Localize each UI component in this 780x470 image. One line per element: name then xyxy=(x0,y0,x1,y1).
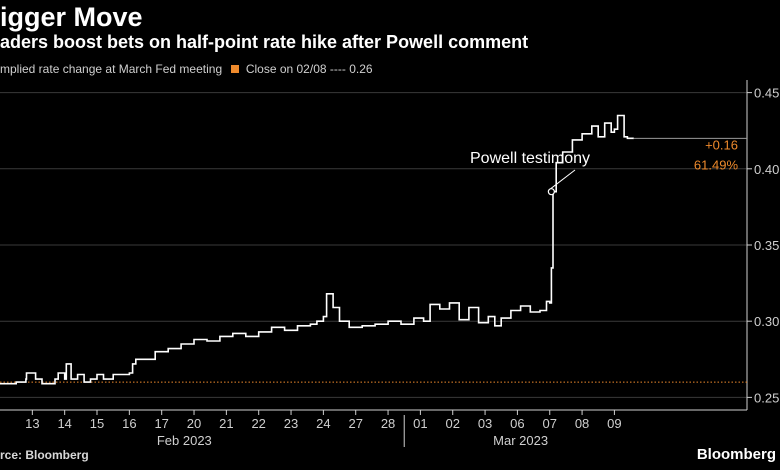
x-tick-label: 27 xyxy=(348,416,362,431)
annotation-leader-line xyxy=(549,169,576,191)
y-tick-label: 0.25 xyxy=(754,390,779,405)
y-tick-label: 0.45 xyxy=(754,86,779,101)
x-tick-label: 21 xyxy=(219,416,233,431)
x-tick-label: 22 xyxy=(251,416,265,431)
month-label: Mar 2023 xyxy=(493,433,548,448)
x-tick-label: 08 xyxy=(575,416,589,431)
x-tick-label: 16 xyxy=(122,416,136,431)
source-note: rce: Bloomberg xyxy=(0,448,89,462)
x-tick-label: 24 xyxy=(316,416,330,431)
bloomberg-logo: Bloomberg xyxy=(696,446,776,463)
chart-title: igger Move xyxy=(0,2,143,32)
legend-close-label: Close on 02/08 ---- 0.26 xyxy=(245,62,373,76)
x-tick-label: 15 xyxy=(90,416,104,431)
x-tick-label: 01 xyxy=(413,416,427,431)
y-tick-label: 0.40 xyxy=(754,162,779,177)
legend: mplied rate change at March Fed meeting … xyxy=(0,62,373,76)
x-tick-label: 03 xyxy=(478,416,492,431)
x-tick-label: 28 xyxy=(381,416,395,431)
legend-close-swatch xyxy=(231,65,240,73)
annotation-change-value: +0.16 xyxy=(705,137,738,152)
x-tick-label: 02 xyxy=(445,416,459,431)
annotation-change-percent: 61.49% xyxy=(694,158,739,173)
x-tick-label: 23 xyxy=(284,416,298,431)
annotation-powell-testimony: Powell testimony xyxy=(470,150,590,167)
month-label: Feb 2023 xyxy=(157,433,212,448)
x-tick-label: 07 xyxy=(543,416,557,431)
x-tick-label: 17 xyxy=(154,416,168,431)
annotation-marker xyxy=(547,188,555,196)
x-tick-label: 14 xyxy=(57,416,71,431)
legend-series-label: mplied rate change at March Fed meeting xyxy=(0,62,223,76)
x-tick-label: 06 xyxy=(510,416,524,431)
x-tick-label: 13 xyxy=(25,416,39,431)
chart-subtitle: aders boost bets on half-point rate hike… xyxy=(0,32,529,52)
x-tick-label: 09 xyxy=(607,416,621,431)
y-tick-label: 0.35 xyxy=(754,238,779,253)
y-tick-label: 0.30 xyxy=(754,314,779,329)
x-tick-label: 20 xyxy=(187,416,201,431)
